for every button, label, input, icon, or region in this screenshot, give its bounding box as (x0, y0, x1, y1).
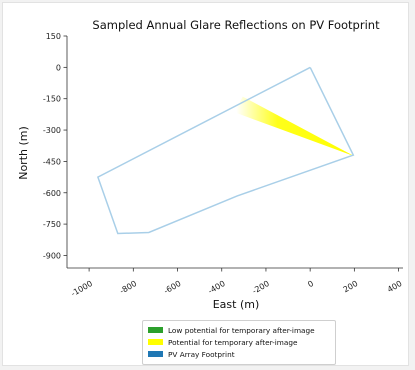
x-tick-label: -400 (207, 279, 227, 296)
pv-array-footprint-outline (96, 66, 355, 235)
x-ticks: -1000 -800 -600 -400 -200 0 200 400 (69, 268, 404, 298)
legend-label: Potential for temporary after-image (168, 337, 298, 347)
chart-title: Sampled Annual Glare Reflections on PV F… (92, 18, 380, 32)
y-tick-label: 150 (46, 32, 61, 41)
x-tick-label: -800 (118, 279, 138, 296)
y-tick-label: -300 (43, 126, 61, 135)
y-axis-label: North (m) (17, 126, 30, 180)
x-tick-label: 0 (306, 279, 315, 289)
legend-item: Low potential for temporary after-image (148, 325, 315, 335)
legend-swatch (148, 339, 163, 345)
glare-chart: Sampled Annual Glare Reflections on PV F… (17, 18, 404, 311)
y-tick-label: -750 (43, 220, 61, 229)
legend-item: Potential for temporary after-image (148, 337, 297, 347)
x-tick-label: 200 (342, 279, 360, 294)
glare-area-potential-after-image (236, 96, 355, 157)
y-tick-label: -600 (43, 189, 61, 198)
legend-item: PV Array Footprint (148, 349, 235, 359)
y-tick-label: -900 (43, 251, 61, 260)
legend-swatch (148, 327, 163, 333)
x-tick-label: -1000 (69, 279, 94, 298)
x-tick-label: -200 (251, 279, 271, 296)
y-tick-label: 0 (56, 63, 61, 72)
x-tick-label: -600 (162, 279, 182, 296)
x-axis-label: East (m) (213, 298, 260, 311)
legend-label: Low potential for temporary after-image (168, 325, 315, 335)
x-tick-label: 400 (386, 279, 404, 294)
chart-panel: Sampled Annual Glare Reflections on PV F… (2, 2, 409, 366)
legend-label: PV Array Footprint (168, 349, 235, 359)
y-ticks: 150 0 -150 -300 -450 -600 -750 -900 (43, 32, 67, 260)
legend-swatch (148, 351, 163, 357)
plot-area (96, 66, 355, 235)
y-tick-label: -450 (43, 157, 61, 166)
y-tick-label: -150 (43, 95, 61, 104)
legend: Low potential for temporary after-image P… (142, 320, 336, 365)
axes (66, 36, 403, 269)
